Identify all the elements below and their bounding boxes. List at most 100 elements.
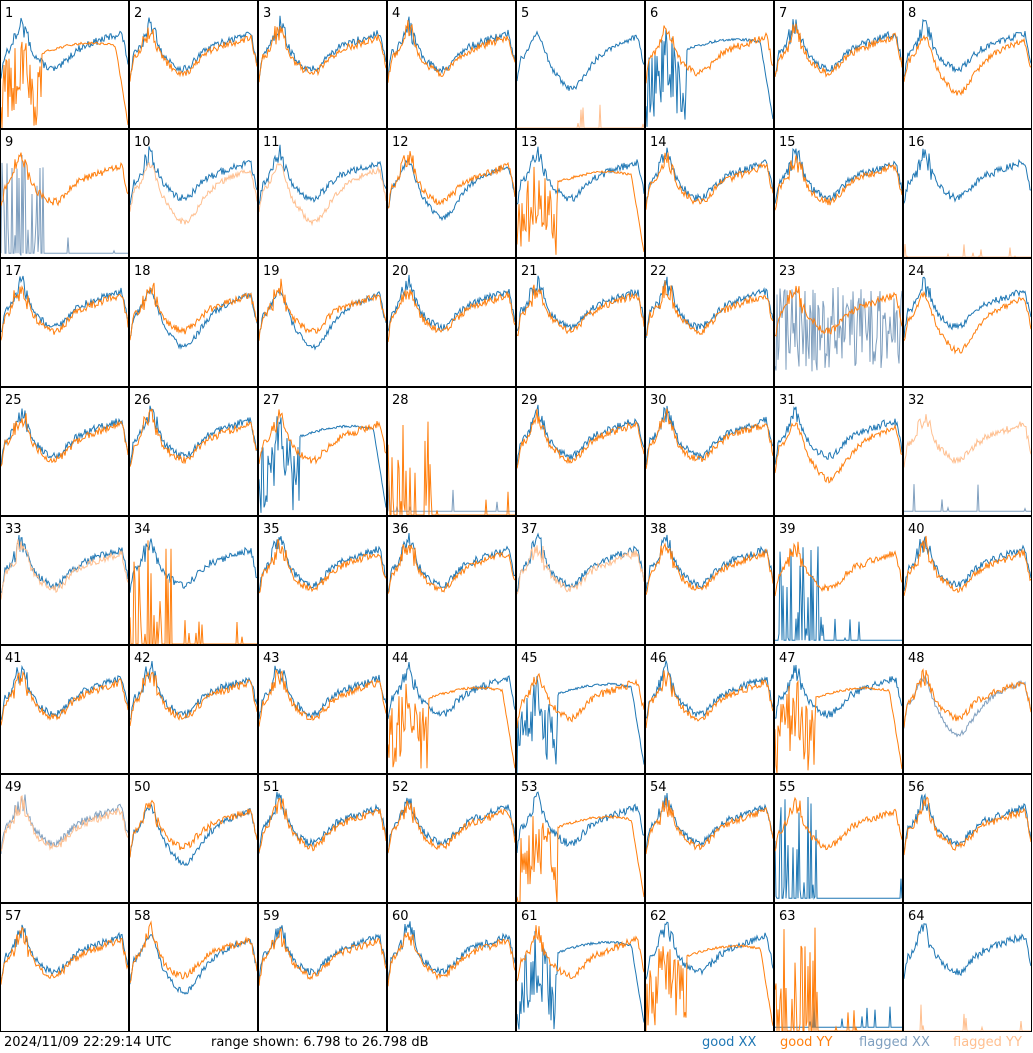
panel-16-label: 16	[908, 135, 925, 150]
panel-22: 22	[645, 258, 774, 387]
panel-39-yy-trace	[774, 541, 903, 597]
panel-26-border	[129, 387, 258, 516]
panel-14-xx-trace	[645, 147, 774, 204]
panel-36-yy-trace	[387, 544, 516, 594]
panel-54: 54	[645, 774, 774, 903]
panel-5-border	[516, 0, 645, 129]
panel-32-label: 32	[908, 393, 925, 408]
panel-37-border	[516, 516, 645, 645]
panel-41-border	[0, 645, 129, 774]
panel-45: 45	[516, 645, 645, 774]
panel-13-xx-trace	[516, 146, 645, 205]
panel-27-yy-trace	[258, 409, 387, 465]
panel-51-label: 51	[263, 780, 280, 795]
panel-3-yy-trace	[258, 26, 387, 83]
panel-18-label: 18	[134, 264, 151, 279]
panel-37-yy-trace	[516, 545, 645, 595]
panel-12-border	[387, 129, 516, 258]
panel-52: 52	[387, 774, 516, 903]
panel-43-label: 43	[263, 651, 280, 666]
panel-1-xx-trace	[0, 17, 129, 79]
panel-59: 59	[258, 903, 387, 1032]
panel-19: 19	[258, 258, 387, 387]
panel-45-border	[516, 645, 645, 774]
panel-36: 36	[387, 516, 516, 645]
panel-59-label: 59	[263, 909, 280, 924]
panel-25-xx-trace	[0, 408, 129, 467]
panel-21-xx-trace	[516, 275, 645, 332]
panel-15-xx-trace	[774, 147, 903, 204]
panel-31: 31	[774, 387, 903, 516]
panel-40-yy-trace	[903, 535, 1032, 597]
legend-flagged-xx: flagged XX	[859, 1035, 930, 1050]
panel-21-yy-trace	[516, 284, 645, 337]
panel-4-yy-trace	[387, 20, 516, 83]
panel-57-label: 57	[5, 909, 22, 924]
panel-6-yy-trace	[645, 25, 774, 84]
panel-1: 1	[0, 0, 129, 129]
panel-13-label: 13	[521, 135, 538, 150]
panel-10: 10	[129, 129, 258, 258]
panel-2-xx-trace	[129, 17, 258, 79]
panel-61-border	[516, 903, 645, 1032]
panel-47-label: 47	[779, 651, 796, 666]
panel-28-yy-trace	[387, 421, 515, 516]
panel-23-border	[774, 258, 903, 387]
panel-56-label: 56	[908, 780, 925, 795]
panel-4-xx-trace	[387, 16, 516, 78]
panel-50-xx-trace	[129, 802, 258, 867]
panel-3-label: 3	[263, 6, 271, 21]
panel-43-border	[258, 645, 387, 774]
panel-44-label: 44	[392, 651, 409, 666]
panel-8-yy-trace	[903, 34, 1032, 96]
panel-29-yy-trace	[516, 408, 645, 469]
panel-58: 58	[129, 903, 258, 1032]
panel-56-border	[903, 774, 1032, 903]
panel-42: 42	[129, 645, 258, 774]
legend-good-yy: good YY	[780, 1035, 833, 1050]
footer-bar: 2024/11/09 22:29:14 UTC range shown: 6.7…	[0, 1032, 1033, 1053]
panel-53-label: 53	[521, 780, 538, 795]
panel-63: 63	[774, 903, 903, 1032]
panel-27: 27	[258, 387, 387, 516]
panel-11-label: 11	[263, 135, 280, 150]
panel-40: 40	[903, 516, 1032, 645]
panel-37-xx-trace	[516, 532, 645, 593]
panel-48-yy-trace	[903, 668, 1032, 728]
panel-23-label: 23	[779, 264, 796, 279]
panel-12-label: 12	[392, 135, 409, 150]
panel-1-border	[0, 0, 129, 129]
panel-35-yy-trace	[258, 538, 387, 594]
panel-16-xx-trace	[903, 148, 1032, 204]
panel-40-label: 40	[908, 522, 925, 537]
panel-62-border	[645, 903, 774, 1032]
panel-40-border	[903, 516, 1032, 645]
panel-29-border	[516, 387, 645, 516]
panel-60-yy-trace	[387, 932, 516, 987]
panel-55-xx-trace	[774, 796, 903, 900]
panel-29: 29	[516, 387, 645, 516]
panel-48-label: 48	[908, 651, 925, 666]
panel-62-label: 62	[650, 909, 667, 924]
panel-63-xx-trace	[775, 999, 902, 1028]
panel-5-label: 5	[521, 6, 529, 21]
panel-49-border	[0, 774, 129, 903]
panel-22-yy-trace	[645, 280, 774, 337]
panel-49-xx-trace	[0, 794, 129, 855]
panel-25-yy-trace	[0, 413, 129, 467]
panel-27-xx-trace	[258, 416, 387, 513]
panel-34-xx-trace	[129, 538, 258, 593]
panel-24-yy-trace	[903, 290, 1032, 355]
panel-53: 53	[516, 774, 645, 903]
panel-16: 16	[903, 129, 1032, 259]
panel-42-yy-trace	[129, 670, 258, 727]
panel-18-xx-trace	[129, 288, 258, 350]
panel-33-yy-trace	[0, 539, 129, 600]
panel-57-border	[0, 903, 129, 1032]
panel-61: 61	[516, 903, 645, 1032]
panel-64-yy-trace	[904, 1004, 1031, 1032]
panel-15-yy-trace	[774, 155, 903, 211]
panel-4-border	[387, 0, 516, 129]
panel-14-border	[645, 129, 774, 258]
panel-8-label: 8	[908, 6, 916, 21]
